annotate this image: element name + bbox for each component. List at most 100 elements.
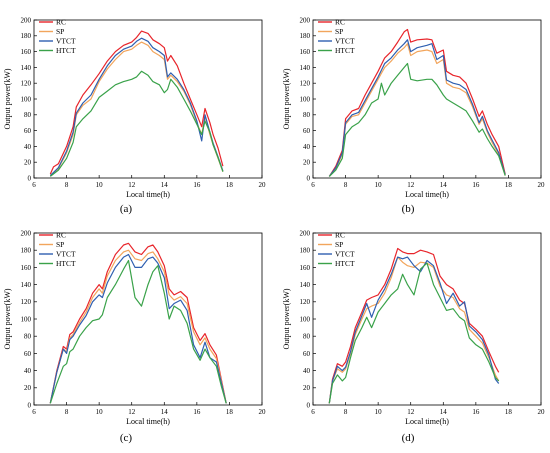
y-tick-label: 60 xyxy=(24,350,32,358)
legend-label-sp: SP xyxy=(56,240,64,249)
y-tick-label: 80 xyxy=(24,333,32,341)
x-tick-label: 10 xyxy=(96,408,104,416)
y-tick-label: 100 xyxy=(21,95,32,103)
legend-label-sp: SP xyxy=(335,240,343,249)
y-tick-label: 0 xyxy=(307,174,311,182)
x-tick-label: 6 xyxy=(32,408,36,416)
chart-panel-3: 0 20 40 60 80 100 120 140 160 180 200 6 8 10 12 14 16 18 2… xyxy=(3,229,266,444)
series-group xyxy=(328,28,506,177)
x-tick-label: 14 xyxy=(161,408,169,416)
y-tick-label: 140 xyxy=(21,64,32,72)
x-tick-label: 10 xyxy=(375,181,383,189)
series-line-vtct xyxy=(328,256,500,404)
legend-label-htct: HTCT xyxy=(56,259,76,268)
y-tick-label: 120 xyxy=(21,298,32,306)
y-axis-title: Output power(kW) xyxy=(282,68,291,129)
y-axis-title: Output power(kW) xyxy=(282,288,291,349)
panel-label: (b) xyxy=(402,203,415,215)
series-group xyxy=(49,30,224,177)
y-tick-label: 80 xyxy=(303,111,311,119)
y-tick-label: 140 xyxy=(300,64,311,72)
series-line-htct xyxy=(328,62,506,177)
x-tick-label: 6 xyxy=(32,181,36,189)
chart-panel-2: 0 20 40 60 80 100 120 140 160 180 200 6 8 10 12 14 16 18 2… xyxy=(282,16,545,215)
series-line-sp xyxy=(49,249,227,404)
y-tick-label: 100 xyxy=(300,315,311,323)
series-group xyxy=(49,242,227,404)
x-tick-label: 8 xyxy=(344,181,348,189)
panel-label: (c) xyxy=(120,432,133,444)
x-tick-label: 16 xyxy=(193,408,201,416)
y-tick-label: 200 xyxy=(300,229,311,237)
y-tick-label: 160 xyxy=(300,48,311,56)
x-tick-label: 8 xyxy=(65,181,69,189)
legend-label-rc: RC xyxy=(335,18,345,27)
panel-label: (a) xyxy=(120,203,133,215)
y-tick-label: 100 xyxy=(300,95,311,103)
series-line-rc xyxy=(49,30,224,175)
x-tick-label: 16 xyxy=(193,181,201,189)
series-line-sp xyxy=(328,43,506,177)
x-tick-label: 18 xyxy=(505,408,513,416)
y-tick-label: 200 xyxy=(21,16,32,24)
y-tick-label: 0 xyxy=(307,401,311,409)
y-tick-label: 40 xyxy=(303,143,311,151)
y-tick-label: 120 xyxy=(21,80,32,88)
x-tick-label: 20 xyxy=(538,408,546,416)
x-tick-label: 14 xyxy=(440,408,448,416)
x-tick-label: 16 xyxy=(472,181,480,189)
legend-label-vtct: VTCT xyxy=(56,37,76,46)
y-tick-label: 80 xyxy=(24,111,32,119)
y-tick-label: 140 xyxy=(21,281,32,289)
x-tick-label: 10 xyxy=(375,408,383,416)
y-tick-label: 40 xyxy=(24,143,32,151)
series-line-htct xyxy=(49,70,224,177)
series-line-rc xyxy=(328,28,506,177)
y-tick-label: 160 xyxy=(21,264,32,272)
y-tick-label: 60 xyxy=(303,127,311,135)
y-tick-label: 60 xyxy=(24,127,32,135)
x-axis-title: Local time(h) xyxy=(126,190,170,199)
y-tick-label: 20 xyxy=(303,384,311,392)
x-axis-title: Local time(h) xyxy=(405,417,449,426)
y-tick-label: 120 xyxy=(300,80,311,88)
y-tick-label: 40 xyxy=(303,367,311,375)
x-tick-label: 18 xyxy=(226,181,234,189)
x-tick-label: 6 xyxy=(311,181,315,189)
y-tick-label: 140 xyxy=(300,281,311,289)
series-line-vtct xyxy=(49,253,227,404)
y-tick-label: 180 xyxy=(300,247,311,255)
chart-panel-1: 0 20 40 60 80 100 120 140 160 180 200 6 8 10 12 14 16 18 2… xyxy=(3,16,266,215)
y-axis-title: Output power(kW) xyxy=(3,68,12,129)
legend-label-rc: RC xyxy=(56,231,66,240)
y-tick-label: 200 xyxy=(21,229,32,237)
y-tick-label: 40 xyxy=(24,367,32,375)
legend-label-vtct: VTCT xyxy=(335,37,355,46)
series-group xyxy=(328,247,500,404)
series-line-vtct xyxy=(328,39,506,177)
y-tick-label: 160 xyxy=(21,48,32,56)
legend-label-htct: HTCT xyxy=(335,259,355,268)
series-line-rc xyxy=(328,247,500,404)
x-tick-label: 20 xyxy=(259,408,267,416)
legend-label-vtct: VTCT xyxy=(56,250,76,259)
x-axis-title: Local time(h) xyxy=(126,417,170,426)
x-tick-label: 12 xyxy=(128,181,136,189)
y-tick-label: 180 xyxy=(300,32,311,40)
y-tick-label: 200 xyxy=(300,16,311,24)
legend-label-sp: SP xyxy=(335,27,343,36)
y-tick-label: 160 xyxy=(300,264,311,272)
y-tick-label: 180 xyxy=(21,32,32,40)
y-tick-label: 20 xyxy=(303,159,311,167)
x-tick-label: 8 xyxy=(65,408,69,416)
x-tick-label: 12 xyxy=(407,408,415,416)
y-tick-label: 100 xyxy=(21,315,32,323)
x-tick-label: 12 xyxy=(128,408,136,416)
x-tick-label: 14 xyxy=(161,181,169,189)
y-tick-label: 20 xyxy=(24,384,32,392)
x-tick-label: 16 xyxy=(472,408,480,416)
x-tick-label: 8 xyxy=(344,408,348,416)
x-axis-title: Local time(h) xyxy=(405,190,449,199)
